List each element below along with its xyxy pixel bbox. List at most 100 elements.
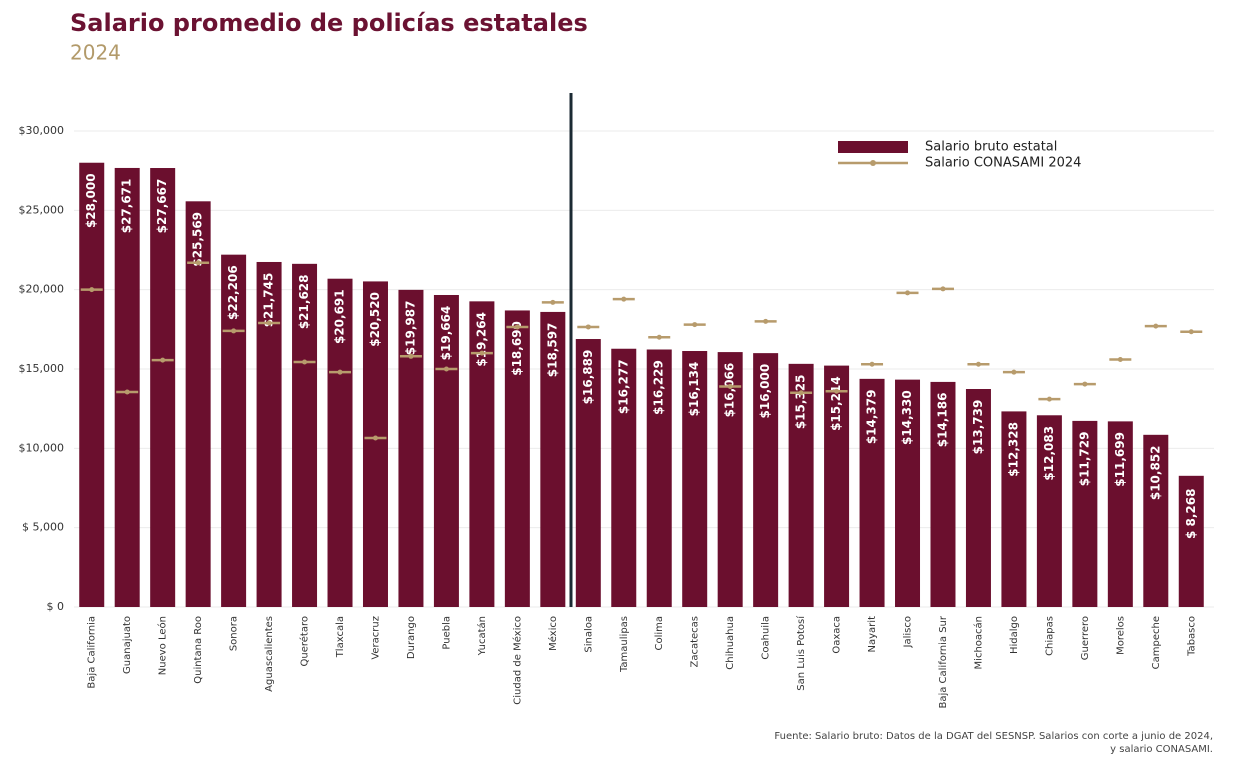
value-label: $21,628	[297, 275, 311, 330]
legend-label: Salario bruto estatal	[925, 140, 1057, 155]
value-label: $25,569	[191, 212, 205, 267]
source: y salario CONASAMI.	[1110, 744, 1213, 755]
x-tick-label: Tlaxcala	[335, 616, 346, 658]
marker	[1073, 381, 1096, 387]
x-tick-label: Baja California Sur	[938, 615, 949, 708]
marker-dot	[692, 322, 698, 328]
value-label: $19,264	[474, 312, 488, 367]
marker	[1180, 329, 1203, 335]
value-label: $27,671	[120, 179, 134, 234]
x-tick-label: Guerrero	[1080, 616, 1091, 660]
bar	[221, 254, 247, 607]
marker	[293, 359, 316, 365]
value-label: $10,852	[1148, 445, 1162, 500]
x-tick-label: Nuevo León	[157, 616, 169, 675]
marker-dot	[124, 389, 130, 395]
x-tick-label: Yucatán	[476, 616, 488, 656]
value-label: $16,066	[723, 363, 737, 418]
marker	[577, 324, 600, 330]
x-tick-label: Colima	[654, 616, 665, 651]
marker	[612, 296, 635, 302]
bar	[1178, 475, 1204, 607]
marker	[151, 357, 174, 363]
bar	[185, 201, 211, 607]
bar	[114, 167, 140, 607]
y-tick-label: $ 0	[47, 600, 65, 613]
marker-dot	[337, 369, 343, 375]
marker	[1144, 323, 1167, 329]
bar	[611, 348, 637, 607]
marker-dot	[514, 324, 520, 330]
marker-dot	[834, 388, 840, 394]
source: Fuente: Salario bruto: Datos de la DGAT …	[774, 731, 1213, 742]
x-tick-label: Campeche	[1151, 616, 1162, 669]
marker-dot	[1153, 323, 1159, 329]
marker	[364, 435, 387, 441]
y-tick-label: $10,000	[19, 441, 65, 454]
chart-title: Salario promedio de policías estatales	[70, 9, 588, 37]
value-label: $12,328	[1006, 422, 1020, 477]
value-label: $28,000	[84, 173, 98, 228]
value-label: $11,729	[1077, 432, 1091, 487]
x-tick-label: Querétaro	[299, 616, 311, 666]
marker-dot	[479, 350, 485, 356]
bar	[1107, 421, 1133, 607]
x-tick-label: Guanajuato	[122, 616, 133, 674]
x-tick-label: Puebla	[441, 616, 452, 650]
bar	[398, 289, 424, 607]
bar	[292, 263, 318, 607]
chart-subtitle: 2024	[70, 41, 121, 65]
marker-dot	[266, 320, 272, 326]
x-tick-label: Nayarit	[867, 616, 878, 653]
x-tick-label: Aguascalientes	[264, 616, 275, 692]
x-tick-label: Baja California	[87, 616, 98, 689]
bar	[540, 311, 566, 607]
bar	[753, 353, 779, 607]
y-tick-label: $30,000	[19, 124, 65, 137]
marker	[896, 290, 919, 296]
value-label: $18,597	[545, 323, 559, 378]
marker-dot	[798, 390, 804, 396]
value-label: $19,664	[439, 306, 453, 361]
marker	[187, 260, 210, 266]
marker-dot	[408, 353, 414, 359]
marker	[754, 318, 777, 324]
bar	[79, 162, 105, 607]
value-label: $22,206	[226, 265, 240, 320]
marker	[399, 353, 422, 359]
x-tick-label: Oaxaca	[832, 616, 843, 654]
x-tick-label: Coahuila	[761, 616, 772, 660]
marker-dot	[302, 359, 308, 365]
x-tick-label: Michoacán	[972, 616, 984, 669]
marker-dot	[231, 328, 237, 334]
marker	[1002, 369, 1025, 375]
x-tick-label: Zacatecas	[690, 616, 701, 668]
marker-dot	[940, 286, 946, 292]
value-label: $14,330	[900, 390, 914, 445]
legend-label: Salario CONASAMI 2024	[925, 156, 1081, 171]
value-label: $16,889	[581, 350, 595, 405]
marker	[541, 299, 564, 305]
marker-dot	[195, 260, 201, 266]
value-label: $16,229	[652, 360, 666, 415]
marker-dot	[905, 290, 911, 296]
marker-dot	[621, 296, 627, 302]
x-tick-label: Quintana Roo	[193, 616, 204, 684]
marker-dot	[763, 318, 769, 324]
marker	[329, 369, 352, 375]
bar	[965, 389, 991, 607]
bar	[1001, 411, 1027, 607]
marker-dot	[1188, 329, 1194, 335]
value-label: $20,691	[333, 289, 347, 344]
bar	[788, 363, 814, 607]
marker-dot	[1046, 396, 1052, 402]
value-label: $16,277	[616, 359, 630, 414]
bar	[433, 294, 459, 607]
bar	[717, 352, 743, 607]
value-label: $20,520	[368, 292, 382, 347]
marker-dot	[443, 366, 449, 372]
marker	[258, 320, 281, 326]
bar	[895, 379, 921, 607]
bar	[682, 351, 708, 607]
